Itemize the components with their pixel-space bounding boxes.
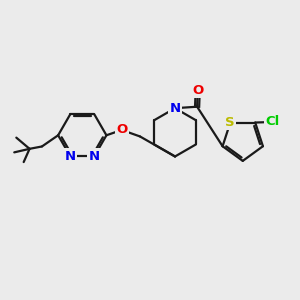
Text: S: S [226,116,235,129]
Text: Cl: Cl [266,116,280,128]
Text: N: N [169,102,181,115]
Text: N: N [89,150,100,163]
Text: N: N [64,150,76,163]
Text: O: O [116,124,128,136]
Text: O: O [192,84,203,97]
